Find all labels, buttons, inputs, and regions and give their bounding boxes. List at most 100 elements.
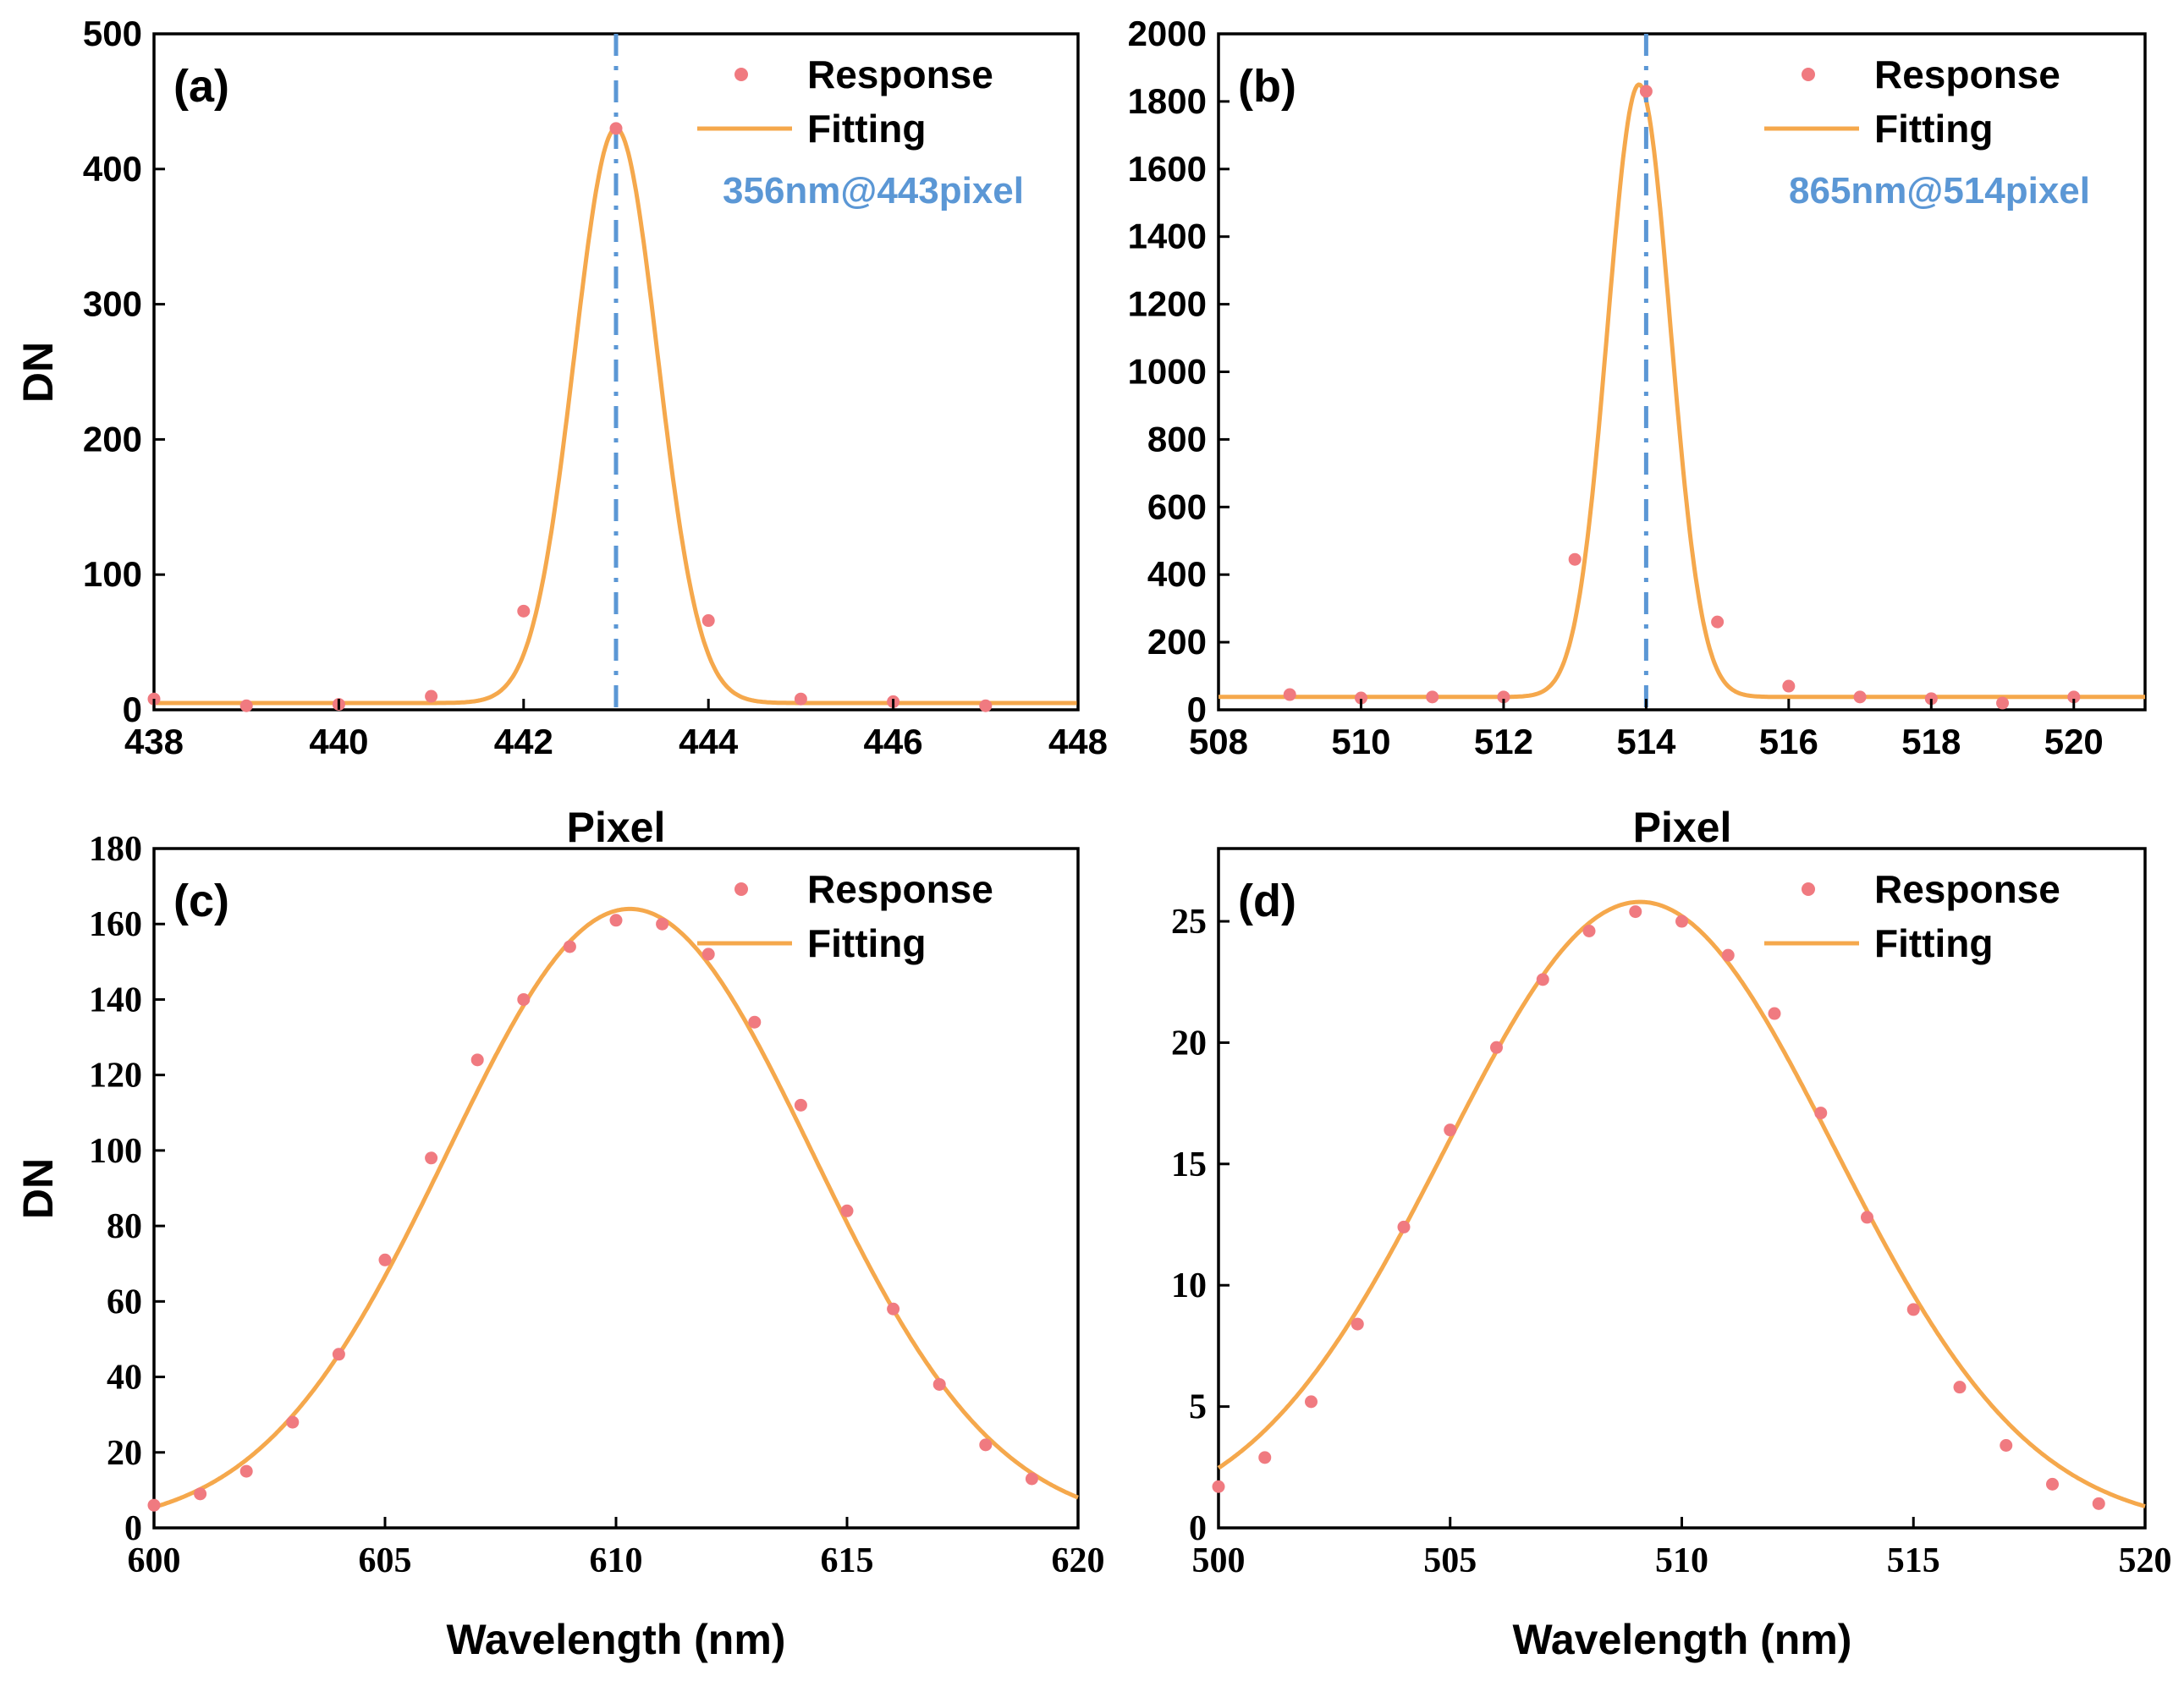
panel-label: (c) [173, 876, 229, 926]
response-point [1305, 1395, 1318, 1409]
response-point [1782, 679, 1796, 693]
x-tick-label: 508 [1189, 722, 1248, 761]
legend-response-marker [734, 68, 748, 81]
x-tick-label: 446 [864, 722, 923, 761]
response-point [794, 1098, 807, 1112]
x-tick-label: 448 [1048, 722, 1108, 761]
response-point [563, 940, 576, 953]
x-tick-label: 440 [309, 722, 368, 761]
panel-label: (d) [1238, 876, 1296, 926]
y-tick-label: 15 [1171, 1145, 1207, 1184]
legend-response-label: Response [1874, 867, 2060, 911]
response-point [979, 699, 993, 712]
x-tick-label: 520 [2044, 722, 2104, 761]
x-tick-label: 505 [1423, 1541, 1477, 1580]
response-point [286, 1415, 300, 1429]
panel-c: 600 605 610 615 620 0 20 40 60 80 100 120 140 160 180 W… [14, 830, 1105, 1663]
y-tick-label: 100 [83, 554, 142, 594]
response-point [1639, 85, 1653, 98]
response-point [1906, 1303, 1920, 1316]
legend-response-label: Response [807, 52, 993, 96]
legend: Response Fitting [1764, 52, 2060, 151]
legend-response-label: Response [1874, 52, 2060, 96]
response-point [840, 1204, 854, 1217]
response-point [378, 1253, 392, 1266]
y-tick-label: 10 [1171, 1266, 1207, 1305]
x-tick-label: 512 [1474, 722, 1533, 761]
response-point [239, 1464, 253, 1478]
x-tick-label: 438 [124, 722, 184, 761]
response-point [194, 1487, 207, 1501]
fitting-curve [1217, 899, 2146, 1508]
x-tick-label: 442 [494, 722, 553, 761]
response-point [1814, 1107, 1828, 1120]
y-tick-label: 200 [1147, 622, 1207, 662]
peak-annotation: 356nm@443pixel [723, 170, 1024, 211]
fitting-curve [1218, 82, 2146, 700]
x-axis-label: Wavelength (nm) [447, 1616, 786, 1663]
y-tick-label: 40 [107, 1359, 142, 1398]
x-tick-label: 615 [821, 1541, 874, 1580]
response-point [2067, 690, 2081, 704]
response-point [1497, 690, 1510, 704]
panel-b: 508 510 512 514 516 518 520 0 200 400 600 800 1000 12… [1128, 14, 2147, 851]
x-tick-label: 515 [1887, 1541, 1940, 1580]
y-tick-label: 500 [83, 14, 142, 53]
legend-fitting-label: Fitting [1874, 107, 1994, 151]
y-tick-label: 180 [89, 830, 142, 869]
legend-response-label: Response [807, 867, 993, 911]
response-point [1768, 1007, 1781, 1020]
x-tick-label: 620 [1052, 1541, 1105, 1580]
response-point [1953, 1381, 1967, 1394]
response-point [1212, 1480, 1225, 1493]
x-tick-label: 516 [1759, 722, 1818, 761]
response-point [656, 917, 669, 931]
response-point [1568, 552, 1582, 566]
y-tick-label: 400 [83, 149, 142, 189]
y-tick-label: 120 [89, 1057, 142, 1096]
y-axis-label: DN [14, 1158, 62, 1219]
y-tick-label: 20 [1171, 1024, 1207, 1063]
response-point [1996, 696, 2010, 710]
x-tick-label: 500 [1192, 1541, 1246, 1580]
x-axis-label: Wavelength (nm) [1513, 1616, 1852, 1663]
legend-fitting-label: Fitting [807, 921, 927, 965]
response-point [1536, 973, 1549, 986]
fitting-curve [153, 906, 1079, 1509]
y-tick-label: 0 [1187, 689, 1207, 729]
response-point [1582, 925, 1596, 938]
response-point [425, 1151, 438, 1165]
legend-response-marker [1802, 68, 1815, 81]
y-tick-label: 600 [1147, 486, 1207, 526]
legend-fitting-label: Fitting [807, 107, 927, 151]
response-point [1861, 1211, 1873, 1224]
x-tick-label: 514 [1616, 722, 1676, 761]
response-point [1258, 1451, 1272, 1464]
response-point [1711, 615, 1725, 629]
y-tick-label: 140 [89, 981, 142, 1019]
response-point [2092, 1497, 2105, 1510]
response-point [425, 689, 438, 703]
y-tick-label: 25 [1171, 903, 1207, 942]
y-tick-label: 1000 [1128, 352, 1207, 392]
response-point [794, 692, 807, 706]
response-point [1354, 691, 1367, 705]
x-tick-label: 444 [679, 722, 739, 761]
y-tick-label: 1200 [1128, 284, 1207, 324]
x-axis-label: Pixel [1633, 804, 1732, 851]
response-point [1629, 905, 1642, 919]
response-point [147, 1498, 161, 1512]
response-point [2000, 1438, 2013, 1452]
x-tick-label: 518 [1901, 722, 1961, 761]
y-tick-label: 60 [107, 1283, 142, 1321]
x-tick-label: 600 [128, 1541, 181, 1580]
response-point [1853, 690, 1867, 704]
response-point [1721, 948, 1735, 962]
x-tick-label: 510 [1655, 1541, 1708, 1580]
y-tick-label: 20 [107, 1434, 142, 1473]
x-tick-label: 520 [2119, 1541, 2172, 1580]
response-point [701, 614, 715, 628]
response-point [470, 1053, 484, 1067]
